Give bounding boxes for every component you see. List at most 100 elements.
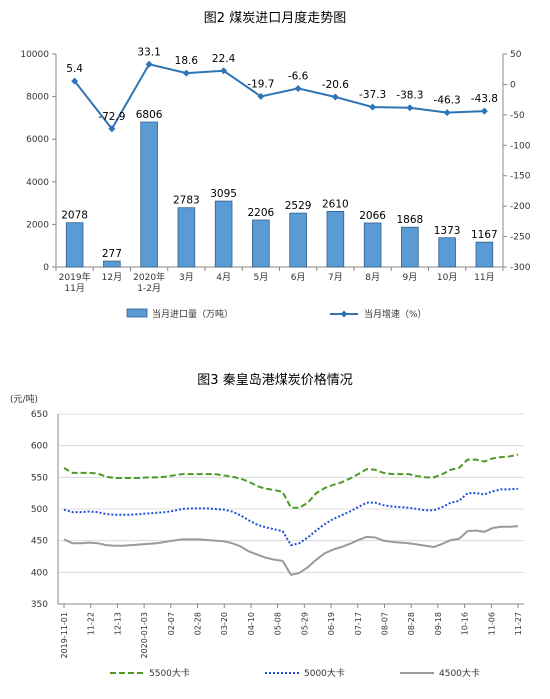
x-tick-label: 4月 <box>216 272 231 283</box>
legend-line-marker <box>340 310 348 318</box>
price-chart-axes: 350 400 450 500 550 600 650 2019-11-01 11-22 12-1… <box>31 410 524 659</box>
growth-point-label: -46.3 <box>434 95 461 107</box>
growth-point-marker <box>294 84 302 92</box>
import-bar-label: 2206 <box>248 207 275 219</box>
left-tick-label: 10000 <box>20 50 49 60</box>
price-chart-ylabel: (元/吨) <box>10 393 38 405</box>
price-x-tick-label: 11-22 <box>87 612 96 635</box>
price-legend-label: 5000大卡 <box>304 667 345 679</box>
import-chart: 图2 煤炭进口月度走势图 0 2000 4000 6000 8000 10000 50 0 -5… <box>20 10 530 320</box>
price-x-tick-label: 11-27 <box>514 612 523 635</box>
x-tick-label: 10月 <box>437 272 457 283</box>
left-tick-label: 6000 <box>26 135 49 145</box>
x-tick-label: 3月 <box>179 272 194 283</box>
right-tick-label: 0 <box>510 80 516 90</box>
price-y-tick-label: 350 <box>31 600 48 610</box>
x-tick-label: 1-2月 <box>137 283 161 294</box>
right-tick-label: -250 <box>510 233 531 243</box>
import-bar-label: 6806 <box>136 109 163 121</box>
price-x-tick-label: 05-29 <box>300 612 309 635</box>
import-bar-label: 2529 <box>285 200 312 212</box>
right-tick-label: -150 <box>510 172 531 182</box>
import-bar <box>289 212 307 268</box>
x-tick-label: 2020年 <box>133 271 165 283</box>
import-bar <box>103 260 121 268</box>
import-bar <box>214 200 233 268</box>
x-tick-label: 11月 <box>474 272 494 283</box>
x-tick-label: 6月 <box>291 272 306 283</box>
x-tick-label: 2019年 <box>59 271 91 283</box>
import-chart-title: 图2 煤炭进口月度走势图 <box>204 10 346 26</box>
price-x-tick-label: 02-07 <box>167 612 176 635</box>
growth-point-label: 22.4 <box>212 53 236 65</box>
import-bar <box>326 211 345 268</box>
price-y-tick-label: 500 <box>31 505 48 515</box>
price-y-tick-label: 550 <box>31 473 48 483</box>
price-x-tick-label: 08-07 <box>380 612 389 635</box>
price-chart-legend: 5500大卡 5000大卡 4500大卡 <box>110 667 480 679</box>
price-x-tick-label: 04-10 <box>247 612 256 635</box>
right-tick-label: 50 <box>510 50 522 60</box>
growth-point-marker <box>182 69 190 77</box>
import-bar-label: 277 <box>102 248 122 260</box>
x-tick-label: 11月 <box>64 283 84 294</box>
growth-point-label: 18.6 <box>175 55 199 67</box>
import-bar-label: 2066 <box>359 210 386 222</box>
left-tick-label: 2000 <box>26 220 49 230</box>
price-x-tick-label: 09-18 <box>434 612 443 635</box>
x-tick-label: 7月 <box>328 272 343 283</box>
import-bar-label: 1868 <box>397 214 424 226</box>
price-legend-label: 4500大卡 <box>439 667 480 679</box>
price-x-tick-label: 08-28 <box>407 612 416 635</box>
price-chart: 图3 秦皇岛港煤炭价格情况 (元/吨) 350 400 450 500 550 600 65… <box>10 372 524 679</box>
price-x-tick-label: 06-19 <box>327 612 336 635</box>
price-y-tick-label: 600 <box>31 442 48 452</box>
x-tick-label: 5月 <box>254 272 269 283</box>
price-x-tick-label: 12-13 <box>113 612 122 635</box>
left-tick-label: 4000 <box>26 178 49 188</box>
price-x-tick-label: 2019-11-01 <box>60 612 69 659</box>
import-bar <box>177 207 196 268</box>
legend-line-label: 当月增速（%） <box>364 308 427 320</box>
import-bar <box>252 219 270 268</box>
growth-point-marker <box>331 93 339 101</box>
import-bar-label: 2610 <box>322 198 349 210</box>
import-bar-label: 2783 <box>173 195 200 207</box>
price-x-tick-label: 03-20 <box>220 612 229 635</box>
right-tick-label: -300 <box>510 263 531 273</box>
price-x-tick-label: 10-16 <box>461 612 470 635</box>
import-bar-label: 3095 <box>210 188 237 200</box>
x-tick-label: 9月 <box>403 272 418 283</box>
price-x-tick-label: 02-28 <box>194 612 203 635</box>
legend-bar-swatch <box>126 308 148 318</box>
import-bar-label: 1373 <box>434 225 461 237</box>
price-lines <box>63 453 519 577</box>
price-legend-label: 5500大卡 <box>149 667 190 679</box>
price-series-line <box>63 525 519 577</box>
price-series-line <box>63 453 519 509</box>
import-bar <box>65 222 84 268</box>
import-growth-line: 5.4-72.933.118.6 22.4-19.7-6.6-20.6-37.3-… <box>66 46 498 133</box>
import-bar-label: 1167 <box>471 229 498 241</box>
growth-point-marker <box>71 77 79 85</box>
import-bar <box>401 226 419 268</box>
left-tick-label: 8000 <box>26 93 49 103</box>
import-bar <box>475 241 494 268</box>
x-tick-label: 8月 <box>365 272 380 283</box>
growth-point-marker <box>369 103 377 111</box>
import-bar <box>140 121 158 268</box>
price-x-tick-label: 05-08 <box>274 612 283 635</box>
growth-point-marker <box>257 92 265 100</box>
import-bar <box>363 222 382 268</box>
growth-point-label: -19.7 <box>247 78 274 90</box>
price-chart-title: 图3 秦皇岛港煤炭价格情况 <box>197 372 352 388</box>
import-chart-axes: 0 2000 4000 6000 8000 10000 50 0 -50 -100 -150 -200… <box>20 50 530 294</box>
price-y-tick-label: 400 <box>31 568 48 578</box>
growth-point-label: -6.6 <box>288 70 309 82</box>
price-series-line <box>63 487 519 547</box>
growth-line-path <box>73 63 485 131</box>
x-tick-label: 12月 <box>102 272 122 283</box>
growth-point-label: -72.9 <box>98 111 125 123</box>
